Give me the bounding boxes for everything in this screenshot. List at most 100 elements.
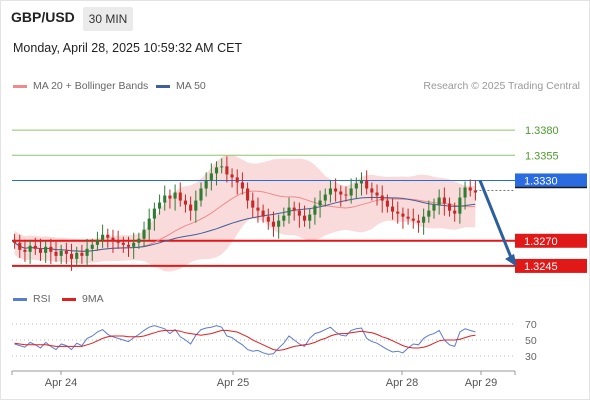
candle-body [354, 183, 358, 189]
candle-body [18, 242, 22, 250]
candle-body [85, 248, 89, 256]
candle-body [458, 197, 462, 214]
candle-body [220, 166, 224, 168]
candle-body [453, 210, 457, 214]
candle-body [246, 188, 250, 201]
candle-body [209, 173, 213, 181]
candle-body [75, 252, 79, 259]
candle-body [323, 194, 327, 201]
candle-body [396, 211, 400, 214]
candle-body [235, 177, 239, 183]
candle-body [427, 210, 431, 217]
candle-body [277, 220, 281, 227]
candle-body [137, 238, 141, 243]
level-tag-1.3330 [515, 173, 587, 188]
legend-9ma: 9MA [62, 293, 104, 305]
candle-body [132, 242, 136, 247]
rsi-level-label-30: 30 [525, 351, 537, 363]
ma20-swatch-icon [13, 84, 27, 88]
candle-body [49, 246, 53, 252]
candle-body [297, 210, 301, 216]
candle-body [147, 218, 151, 230]
candle-body [204, 180, 208, 189]
candle-body [189, 204, 193, 211]
candle-body [183, 200, 188, 205]
candle-body [344, 194, 348, 196]
forecast-arrowhead-icon [505, 253, 517, 267]
candle-body [422, 216, 426, 223]
candle-body [28, 245, 32, 252]
candle-body [271, 221, 276, 227]
rsi-line [14, 325, 476, 355]
candle-body [447, 203, 452, 211]
candle-body [225, 166, 229, 175]
candle-body [266, 216, 270, 222]
candle-body [432, 204, 436, 211]
candle-body [106, 234, 110, 238]
candle-body [359, 180, 364, 184]
candle-body [230, 174, 234, 178]
candle-body [38, 248, 43, 253]
time-label-Apr-25: Apr 25 [217, 377, 249, 389]
candle-body [126, 244, 131, 247]
candle-body [406, 216, 410, 219]
candle-body [13, 239, 17, 243]
candle-body [121, 242, 125, 245]
time-label-Apr-24: Apr 24 [45, 377, 77, 389]
candle-body [473, 190, 477, 193]
candle-body [33, 245, 37, 249]
candle-body [158, 202, 162, 209]
level-label-1.3330: 1.3330 [524, 175, 558, 187]
candle-body [385, 200, 389, 207]
candle-body [442, 197, 446, 204]
credit-text: Research © 2025 Trading Central [423, 80, 580, 92]
candle-body [163, 195, 167, 203]
ma50-swatch-icon [156, 84, 170, 88]
candle-body [370, 188, 374, 193]
candle-body [416, 220, 421, 223]
legend-ma20: MA 20 + Bollinger Bands [13, 80, 148, 92]
candle-body [142, 229, 146, 239]
candle-body [214, 167, 219, 174]
candle-body [318, 200, 322, 206]
rsi-label: RSI [33, 293, 51, 305]
candle-body [437, 197, 441, 205]
candle-body [240, 182, 244, 189]
bollinger-band [14, 155, 476, 272]
candle-body [168, 195, 172, 199]
ma9-label: 9MA [82, 293, 104, 305]
candle-body [261, 210, 265, 217]
candle-body [256, 207, 260, 211]
candle-body [90, 244, 94, 249]
candle-body [292, 207, 296, 211]
candle-body [44, 246, 48, 253]
symbol-title: GBP/USD [11, 9, 75, 25]
candle-body [339, 191, 343, 195]
rsi-ma-line [14, 329, 476, 351]
candle-body [64, 250, 68, 254]
candle-body [334, 188, 338, 192]
candle-body [308, 214, 312, 221]
candle-body [95, 239, 99, 245]
candle-body [194, 200, 198, 211]
rsi-swatch-icon [13, 297, 27, 301]
level-label-1.3355: 1.3355 [525, 150, 559, 162]
candle-body [152, 208, 156, 219]
timeframe-button[interactable]: 30 MIN [83, 7, 133, 31]
level-tag-1.3270 [515, 233, 587, 248]
candle-body [101, 234, 105, 240]
candle-body [116, 240, 120, 243]
candle-body [375, 192, 379, 196]
candle-body [463, 187, 467, 198]
legend-ma50: MA 50 [156, 80, 206, 92]
candle-body [111, 237, 115, 241]
rsi-level-label-50: 50 [525, 335, 537, 347]
candle-body [251, 200, 255, 208]
candle-body [411, 218, 415, 221]
candle-body [365, 180, 369, 189]
candle-body [468, 187, 472, 191]
candle-body [59, 250, 63, 256]
level-label-1.3380: 1.3380 [525, 125, 559, 137]
level-label-1.3245: 1.3245 [524, 261, 558, 273]
